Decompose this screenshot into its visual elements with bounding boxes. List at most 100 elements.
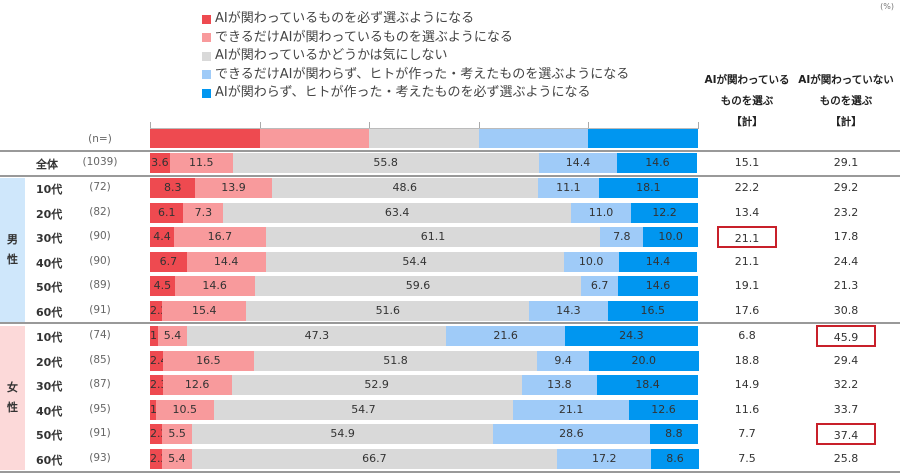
tick-mark — [259, 122, 261, 129]
legend-label: AIが関わっているかどうかは気にしない — [215, 48, 448, 63]
header-bar-segment — [588, 129, 698, 148]
bar-segment: 54.9 — [192, 424, 494, 444]
bar-segment: 3.6 — [150, 153, 170, 173]
legend-item: できるだけAIが関わらず、ヒトが作った・考えたものを選ぶようになる — [202, 66, 629, 85]
sum-ai-value: 6.8 — [738, 329, 756, 342]
summary-header-human: AIが関わっていない ものを選ぶ 【計】 — [796, 70, 896, 133]
sum-human-value: 25.8 — [833, 452, 859, 465]
row-label: 50代 — [36, 281, 63, 294]
sample-size: (91) — [89, 304, 111, 316]
summary-header-line: ものを選ぶ — [819, 95, 873, 107]
header-bar-segment — [150, 129, 260, 148]
bar-segment: 54.4 — [265, 251, 564, 272]
bar-segment: 24.3 — [564, 326, 698, 346]
bar-segment: 13.9 — [195, 178, 272, 198]
sum-human-value: 45.9 — [816, 325, 876, 347]
divider — [0, 471, 900, 473]
bar-segment: 47.3 — [187, 326, 447, 346]
bar-segment: 14.4 — [538, 153, 618, 173]
bar-segment: 18.1 — [598, 178, 698, 198]
legend-label: できるだけAIが関わらず、ヒトが作った・考えたものを選ぶようになる — [215, 66, 630, 82]
row-label: 10代 — [36, 331, 63, 344]
bar-segment: 21.1 — [513, 399, 629, 420]
bar-segment: 2.2 — [150, 424, 168, 444]
bar-segment: 61.1 — [265, 227, 601, 247]
legend: AIが関わっているものを必ず選ぶようになる できるだけAIが関わっているものを選ぶ… — [202, 10, 629, 103]
bar-segment: 8.8 — [649, 424, 698, 444]
sum-ai-value: 7.5 — [738, 452, 756, 465]
sample-size: (82) — [89, 205, 111, 218]
bar-segment: 5.5 — [162, 424, 193, 444]
bar-segment: 17.2 — [557, 449, 652, 469]
gender-label-char: 性 — [7, 401, 18, 414]
summary-header-line: ものを選ぶ — [720, 95, 774, 107]
sum-human-value: 24.4 — [833, 254, 859, 268]
tick-mark — [150, 122, 151, 129]
bar-segment: 55.8 — [232, 153, 539, 173]
sample-size: (91) — [89, 427, 111, 439]
bar-segment: 12.6 — [628, 399, 698, 420]
row-label: 10代 — [36, 183, 63, 196]
bar-segment: 2.2 — [150, 449, 168, 469]
sum-ai-value: 13.4 — [734, 205, 760, 219]
bar-segment: 1.4 — [150, 326, 168, 346]
sum-human-value: 29.1 — [833, 156, 859, 169]
sample-size: (72) — [89, 181, 111, 193]
row-label: 30代 — [36, 380, 63, 393]
legend-swatch — [202, 70, 211, 80]
bar-segment: 15.4 — [162, 301, 247, 321]
bar-segment: 20.0 — [588, 350, 699, 371]
bar-segment: 16.5 — [163, 350, 254, 371]
bar-segment: 51.8 — [253, 350, 538, 371]
legend-swatch — [202, 33, 211, 43]
legend-item: AIが関わっているかどうかは気にしない — [202, 47, 629, 66]
sample-size: (93) — [89, 452, 111, 464]
row-label: 40代 — [36, 256, 63, 270]
row-label: 60代 — [36, 454, 63, 467]
sum-human-value: 21.3 — [833, 279, 859, 292]
row-label: 60代 — [36, 306, 63, 319]
row-label: 20代 — [36, 207, 63, 221]
sample-size: (74) — [89, 329, 111, 341]
bar-segment: 7.3 — [183, 202, 224, 223]
bar-segment: 13.8 — [521, 375, 598, 395]
n-header: (n=) — [88, 133, 112, 145]
sum-human-value: 37.4 — [816, 423, 876, 445]
row-label: 40代 — [36, 404, 63, 418]
bar-segment: 6.7 — [150, 251, 187, 272]
bar-segment: 4.4 — [150, 227, 175, 247]
bar-segment: 10.0 — [643, 227, 698, 247]
bar-segment: 8.6 — [651, 449, 699, 469]
row-label: 20代 — [36, 355, 63, 369]
legend-swatch — [202, 51, 211, 61]
legend-label: できるだけAIが関わっているものを選ぶようになる — [215, 29, 513, 45]
gender-label: 女性 — [0, 326, 25, 470]
bar-segment: 14.6 — [174, 276, 255, 296]
bar-segment: 59.6 — [254, 276, 582, 296]
summary-header-ai: AIが関わっている ものを選ぶ 【計】 — [698, 70, 796, 133]
header-bar-segment — [369, 129, 479, 148]
sum-ai-value: 21.1 — [717, 226, 777, 248]
divider — [0, 322, 900, 324]
bar-segment: 9.4 — [537, 350, 589, 371]
legend-label: AIが関わらず、ヒトが作った・考えたものを必ず選ぶようになる — [215, 85, 591, 100]
sample-size: (90) — [89, 230, 111, 242]
legend-item: AIが関わっているものを必ず選ぶようになる — [202, 10, 629, 29]
bar-segment: 14.4 — [186, 251, 266, 272]
bar-segment: 28.6 — [493, 424, 650, 444]
bar-segment: 54.7 — [213, 399, 514, 420]
sum-ai-value: 15.1 — [734, 156, 760, 169]
bar-segment: 66.7 — [191, 449, 558, 469]
bar-segment: 16.7 — [174, 227, 266, 247]
legend-swatch — [202, 88, 211, 98]
sum-ai-value: 17.6 — [734, 304, 760, 317]
bar-segment: 21.6 — [446, 326, 565, 346]
bar-segment: 63.4 — [223, 202, 571, 223]
legend-swatch — [202, 14, 211, 24]
bar-segment: 11.0 — [570, 202, 632, 223]
bar-segment: 11.5 — [169, 153, 233, 173]
legend-item: AIが関わらず、ヒトが作った・考えたものを必ず選ぶようになる — [202, 84, 629, 103]
sum-ai-value: 11.6 — [734, 402, 760, 416]
bar-segment: 14.3 — [529, 301, 608, 321]
bar-segment: 5.4 — [162, 449, 192, 469]
